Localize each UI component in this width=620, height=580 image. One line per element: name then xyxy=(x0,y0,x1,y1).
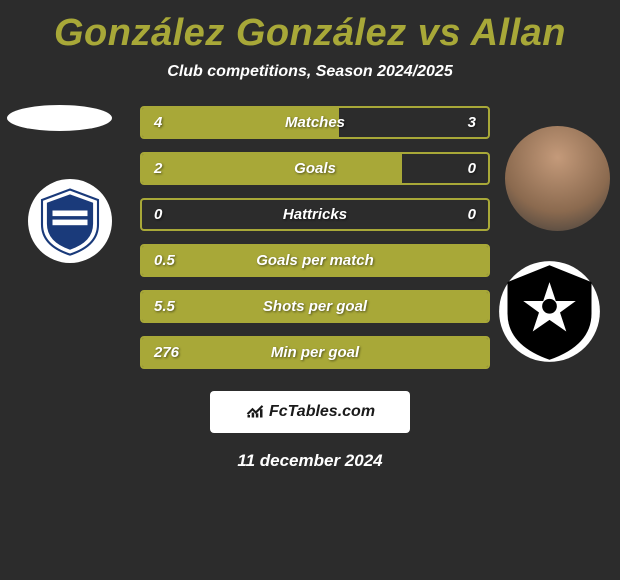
brand-badge: FcTables.com xyxy=(210,391,410,433)
stat-row: 276Min per goal xyxy=(140,336,490,369)
stat-value-right: 0 xyxy=(468,206,476,223)
stat-row: 5.5Shots per goal xyxy=(140,290,490,323)
player-left-avatar-placeholder xyxy=(7,105,112,131)
stat-row: 4Matches3 xyxy=(140,106,490,139)
footer-date: 11 december 2024 xyxy=(0,451,620,471)
pachuca-icon xyxy=(35,186,105,256)
comparison-panel: 4Matches32Goals00Hattricks00.5Goals per … xyxy=(0,101,620,369)
club-left-badge xyxy=(28,179,112,263)
stat-value-right: 0 xyxy=(468,160,476,177)
stat-label: Matches xyxy=(142,114,488,131)
subtitle: Club competitions, Season 2024/2025 xyxy=(0,63,620,101)
stat-label: Shots per goal xyxy=(142,298,488,315)
club-right-badge xyxy=(497,259,602,364)
stat-row: 2Goals0 xyxy=(140,152,490,185)
botafogo-icon xyxy=(497,259,602,364)
stat-label: Goals xyxy=(142,160,488,177)
player-right-avatar xyxy=(505,126,610,231)
stat-label: Hattricks xyxy=(142,206,488,223)
stat-label: Goals per match xyxy=(142,252,488,269)
stat-bars: 4Matches32Goals00Hattricks00.5Goals per … xyxy=(140,101,490,369)
stat-row: 0Hattricks0 xyxy=(140,198,490,231)
chart-icon xyxy=(245,400,265,425)
stat-label: Min per goal xyxy=(142,344,488,361)
brand-text: FcTables.com xyxy=(269,403,375,421)
page-title: González González vs Allan xyxy=(0,0,620,63)
stat-value-right: 3 xyxy=(468,114,476,131)
stat-row: 0.5Goals per match xyxy=(140,244,490,277)
